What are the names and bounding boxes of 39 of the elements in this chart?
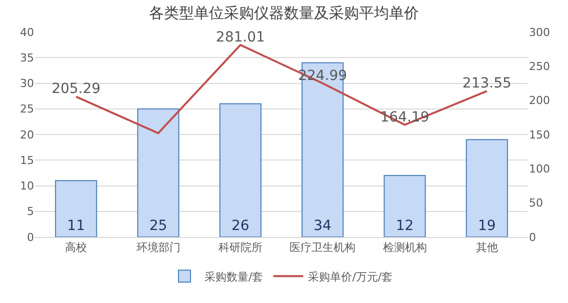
y2-tick-label: 0 [529,230,536,244]
x-tick-label: 检测机构 [382,241,427,254]
y2-tick-label: 300 [529,26,550,39]
x-tick-label: 其他 [476,241,498,254]
bar [466,139,508,237]
bar [55,180,98,237]
y-tick-label: 40 [20,26,34,39]
data-label: 205.29 [52,81,101,98]
y2-tick-label: 100 [529,162,550,176]
x-tick-label: 科研院所 [218,241,262,254]
y-tick-label: 5 [27,205,34,218]
y-tick-label: 35 [20,51,34,64]
bar [384,175,426,237]
y2-tick-label: 200 [529,94,550,108]
y2-tick-label: 50 [529,196,543,210]
x-tick-label: 医疗卫生机构 [290,241,356,254]
x-tick-label: 环境部门 [136,241,180,254]
y-tick-label: 20 [20,128,34,142]
y-tick-label: 25 [20,102,34,116]
y-tick-label: 10 [20,180,34,193]
data-label: 12 [396,218,414,234]
chart-title: 各类型单位采购仪器数量及采购平均单价 [149,4,419,22]
data-label: 213.55 [462,76,512,92]
bar [219,103,262,237]
x-tick-label: 高校 [65,241,88,254]
data-label: 281.01 [216,29,265,46]
data-label: 34 [314,218,332,234]
data-label: 11 [67,218,85,234]
y2-tick-label: 250 [529,60,550,74]
data-label: 25 [149,218,168,234]
data-label: 26 [231,218,250,234]
bar [137,108,180,237]
y-tick-label: 30 [20,77,34,90]
y2-tick-label: 150 [529,128,550,142]
y-tick-label: 0 [27,230,34,244]
legend-label: 采购单价/万元/套 [308,270,393,284]
legend-label: 采购数量/套 [204,270,264,284]
data-label: 19 [478,218,496,234]
y-tick-label: 15 [20,154,34,167]
